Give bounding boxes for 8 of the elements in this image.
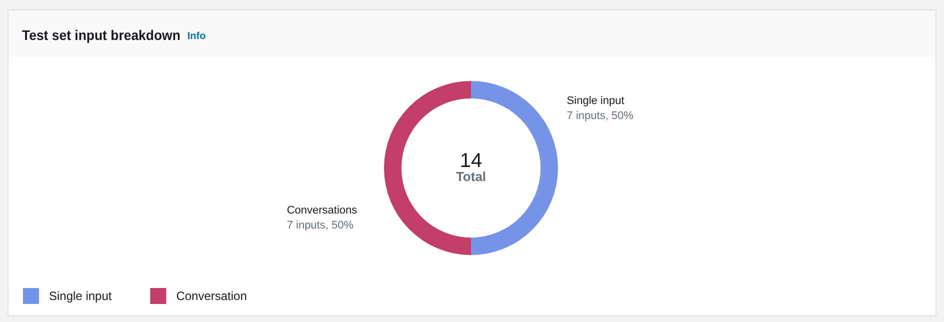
chart-title: Test set input breakdown [22,27,190,43]
legend-label: Single input [49,289,112,303]
text: 14 [460,150,482,172]
legend-label: Conversation [176,289,247,303]
data-label: Single input 7 inputs, 50% [566,94,634,122]
text: Info [187,31,206,42]
text: Total [456,169,486,184]
data-label: Conversations 7 inputs, 50% [286,204,358,232]
